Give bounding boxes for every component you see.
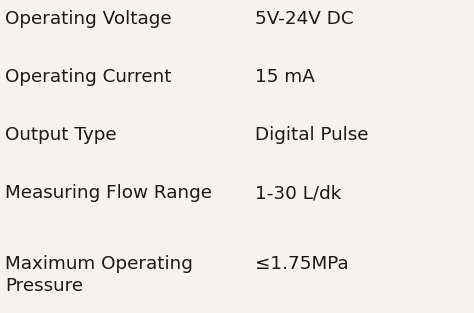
Text: Operating Voltage: Operating Voltage: [5, 10, 172, 28]
Text: Measuring Flow Range: Measuring Flow Range: [5, 184, 212, 202]
Text: Digital Pulse: Digital Pulse: [255, 126, 368, 144]
Text: 1-30 L/dk: 1-30 L/dk: [255, 184, 341, 202]
Text: ≤1.75MPa: ≤1.75MPa: [255, 255, 348, 273]
Text: 15 mA: 15 mA: [255, 68, 315, 86]
Text: Operating Current: Operating Current: [5, 68, 172, 86]
Text: Maximum Operating
Pressure: Maximum Operating Pressure: [5, 255, 193, 295]
Text: Output Type: Output Type: [5, 126, 117, 144]
Text: 5V-24V DC: 5V-24V DC: [255, 10, 354, 28]
